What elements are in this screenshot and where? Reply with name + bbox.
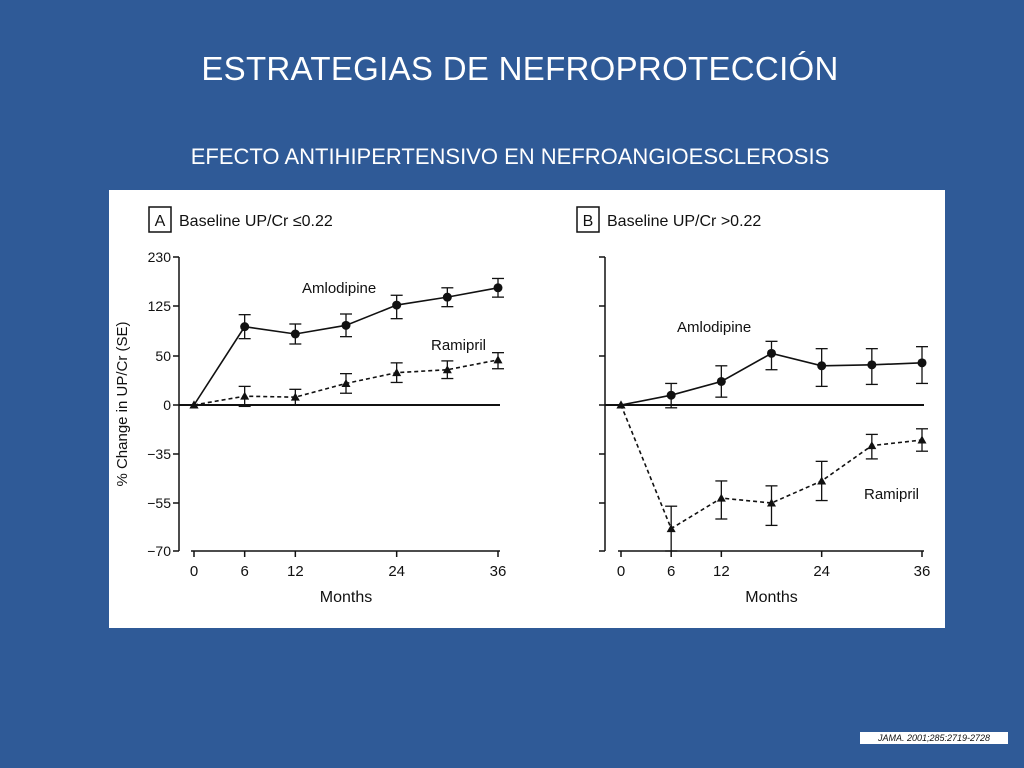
x-axis-label: Months <box>745 589 797 606</box>
data-point <box>666 390 676 400</box>
series-amlodipine: Amlodipine <box>616 319 928 409</box>
data-point <box>493 355 503 364</box>
x-axis-label: Months <box>320 589 372 606</box>
slide-title: ESTRATEGIAS DE NEFROPROTECCIÓN <box>201 50 839 87</box>
data-point <box>290 392 300 401</box>
data-point <box>392 300 402 310</box>
y-tick-label: 0 <box>163 397 171 413</box>
series-label: Amlodipine <box>677 319 751 336</box>
data-point <box>442 292 452 302</box>
data-point <box>341 378 351 387</box>
chart-panel-a: A Baseline UP/Cr ≤0.22 230 125 50 0 −35 −55 −70 0… <box>114 206 507 606</box>
citation: JAMA. 2001;285:2719-2728 <box>860 732 1008 744</box>
panel-letter: B <box>583 213 594 230</box>
data-point <box>666 524 676 533</box>
y-tick-label: −70 <box>147 543 171 559</box>
series-amlodipine: Amlodipine <box>189 277 504 409</box>
y-tick-label: −55 <box>147 495 171 511</box>
series-label: Ramipril <box>864 486 919 503</box>
data-point <box>240 322 250 332</box>
data-point <box>341 320 351 330</box>
y-tick-label: −35 <box>147 446 171 462</box>
chart-panel-b: B Baseline UP/Cr >0.22 0 6 12 24 36 Months Amlod… <box>576 206 931 606</box>
series-ramipril: Ramipril <box>616 400 928 552</box>
data-point <box>917 435 927 444</box>
slide-subtitle: EFECTO ANTIHIPERTENSIVO EN NEFROANGIOESC… <box>190 144 830 169</box>
chart-title: Baseline UP/Cr >0.22 <box>607 213 761 230</box>
panel-letter-box <box>148 206 172 233</box>
data-point <box>817 361 827 371</box>
panel-letter-box <box>576 206 600 233</box>
x-tick-label: 6 <box>240 563 248 580</box>
data-point <box>392 368 402 377</box>
data-point <box>917 358 927 368</box>
y-tick-label: 230 <box>148 249 172 265</box>
chart-title: Baseline UP/Cr ≤0.22 <box>179 213 333 230</box>
figure-panel: A Baseline UP/Cr ≤0.22 230 125 50 0 −35 −55 −70 0… <box>109 190 945 628</box>
data-point <box>867 360 877 370</box>
data-point <box>767 498 776 507</box>
data-point <box>290 329 300 339</box>
data-point <box>817 476 827 485</box>
y-tick-label: 50 <box>155 348 171 364</box>
data-point <box>767 348 776 358</box>
y-tick-label: 125 <box>148 298 172 314</box>
x-tick-label: 12 <box>287 563 304 580</box>
panel-letter: A <box>155 213 166 230</box>
x-tick-label: 24 <box>388 563 405 580</box>
series-ramipril: Ramipril <box>189 337 504 409</box>
x-tick-label: 24 <box>813 563 830 580</box>
x-tick-label: 12 <box>713 563 730 580</box>
x-tick-label: 6 <box>667 563 675 580</box>
x-tick-label: 0 <box>617 563 625 580</box>
x-tick-label: 0 <box>190 563 198 580</box>
series-label: Ramipril <box>431 337 486 354</box>
data-point <box>716 376 726 386</box>
data-point <box>442 365 452 374</box>
data-point <box>493 283 503 293</box>
series-label: Amlodipine <box>302 280 376 297</box>
data-point <box>189 400 199 409</box>
x-tick-label: 36 <box>914 563 931 580</box>
data-point <box>867 441 877 450</box>
data-point <box>240 391 250 400</box>
data-point <box>616 400 626 409</box>
chart-figure: A Baseline UP/Cr ≤0.22 230 125 50 0 −35 −55 −70 0… <box>114 206 931 606</box>
y-axis-label: % Change in UP/Cr (SE) <box>114 321 131 486</box>
data-point <box>716 493 726 502</box>
x-tick-label: 36 <box>490 563 507 580</box>
